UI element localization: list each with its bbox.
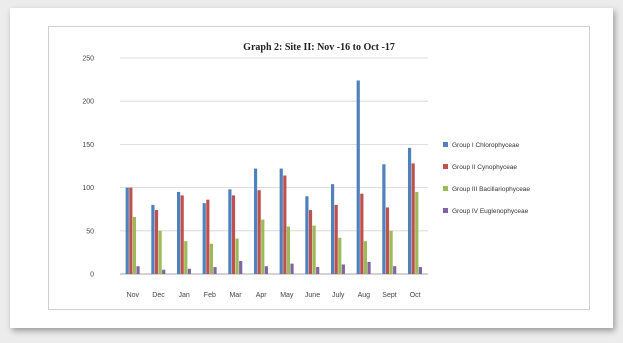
x-tick-label: May (280, 292, 294, 299)
bar-nov-series-4 (136, 266, 140, 274)
legend-label: Group III Bacillariophyceae (452, 186, 530, 193)
bar-aug-series-2 (360, 193, 364, 274)
x-tick-label: Mar (229, 292, 242, 299)
bar-may-series-4 (290, 263, 294, 274)
x-tick-label: July (332, 292, 345, 299)
bar-june-series-1 (305, 196, 309, 274)
bar-feb-series-3 (209, 243, 214, 274)
bar-feb-series-1 (202, 203, 206, 274)
legend-swatch (443, 208, 448, 213)
x-tick-label: Feb (204, 292, 216, 299)
x-tick-label: Aug (358, 292, 371, 299)
bar-feb-series-4 (213, 267, 217, 274)
bar-apr-series-3 (261, 219, 265, 274)
x-tick-label: June (305, 292, 320, 299)
bar-jan-series-1 (176, 191, 181, 274)
bar-mar-series-1 (228, 189, 232, 274)
bar-june-series-2 (308, 210, 313, 274)
bar-mar-series-3 (235, 238, 239, 274)
bar-oct-series-1 (407, 147, 412, 274)
bar-apr-series-1 (253, 168, 258, 274)
x-tick-label: Sept (382, 292, 396, 299)
bar-aug-series-4 (367, 261, 371, 274)
bar-nov-series-2 (129, 187, 133, 274)
legend-label: Group IV Euglenophyceae (452, 208, 529, 215)
bar-feb-series-2 (206, 199, 210, 274)
bar-july-series-3 (338, 237, 342, 274)
bar-apr-series-2 (257, 190, 261, 274)
chart-area (48, 26, 590, 310)
bar-may-series-2 (283, 175, 287, 274)
bar-oct-series-2 (411, 163, 415, 274)
bar-aug-series-3 (363, 241, 368, 274)
y-tick-label: 200 (82, 99, 94, 106)
bar-apr-series-4 (264, 266, 268, 274)
bar-june-series-4 (316, 267, 320, 274)
bar-nov-series-1 (125, 187, 129, 274)
y-tick-label: 250 (82, 56, 94, 63)
y-tick-label: 50 (86, 228, 94, 235)
bar-aug-series-1 (356, 80, 360, 275)
bar-may-series-3 (286, 226, 291, 274)
bar-sept-series-1 (382, 164, 386, 274)
bar-dec-series-1 (151, 204, 155, 274)
bar-jan-series-3 (184, 241, 188, 274)
y-tick-label: 150 (82, 142, 94, 149)
bar-nov-series-3 (132, 216, 137, 274)
x-tick-label: Apr (256, 292, 268, 299)
legend-swatch (443, 164, 448, 169)
chart-frame (10, 8, 613, 328)
bar-sept-series-3 (389, 230, 393, 274)
legend-swatch (443, 186, 448, 191)
x-tick-label: Dec (152, 292, 165, 299)
legend-label: Group I Chlorophyceae (452, 142, 520, 149)
bar-dec-series-2 (154, 210, 159, 274)
bar-july-series-4 (341, 264, 345, 274)
bar-jan-series-4 (187, 268, 191, 274)
bar-oct-series-3 (415, 191, 419, 274)
y-tick-label: 100 (82, 185, 94, 192)
x-tick-label: Jan (179, 292, 190, 299)
bar-jan-series-2 (180, 195, 184, 274)
bar-dec-series-3 (158, 230, 162, 274)
bar-may-series-1 (279, 168, 283, 274)
bar-mar-series-2 (231, 195, 236, 274)
bar-mar-series-4 (239, 261, 243, 274)
bar-july-series-1 (330, 184, 335, 274)
legend-swatch (443, 142, 448, 147)
bar-july-series-2 (334, 204, 338, 274)
x-tick-label: Nov (127, 292, 140, 299)
bar-june-series-3 (312, 225, 316, 274)
y-tick-label: 0 (90, 272, 94, 279)
bar-sept-series-2 (385, 207, 390, 274)
x-tick-label: Oct (410, 292, 421, 299)
legend-label: Group II Cynophyceae (452, 164, 517, 171)
bar-dec-series-4 (162, 269, 166, 274)
bar-oct-series-4 (418, 267, 422, 274)
chart-title: Graph 2: Site II: Nov -16 to Oct -17 (243, 42, 395, 53)
bar-sept-series-4 (393, 266, 397, 274)
